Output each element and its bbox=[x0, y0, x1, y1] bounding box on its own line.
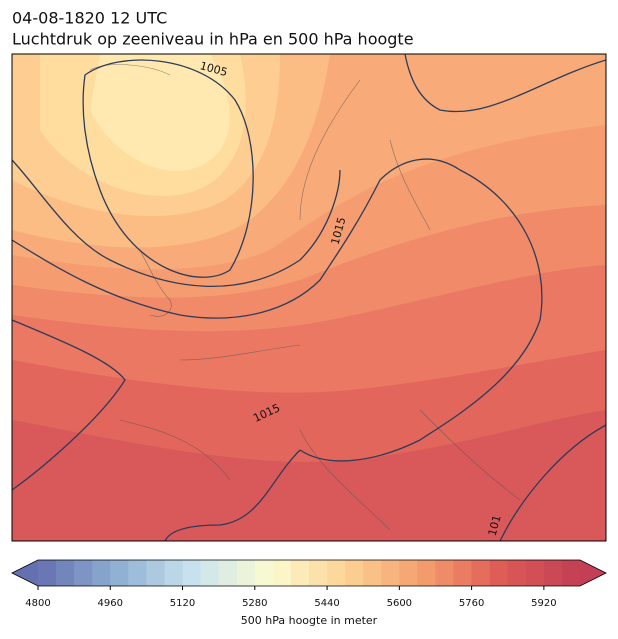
colorbar-segment bbox=[38, 560, 57, 586]
colorbar-segment bbox=[236, 560, 256, 586]
colorbar-segment bbox=[543, 560, 563, 586]
colorbar-tick-label: 5120 bbox=[170, 598, 195, 609]
colorbar-extend-high bbox=[580, 560, 606, 586]
colorbar-segment bbox=[182, 560, 202, 586]
colorbar-segment bbox=[417, 560, 436, 586]
colorbar-segment bbox=[74, 560, 93, 586]
colorbar-segment bbox=[92, 560, 111, 586]
colorbar-extend-low bbox=[12, 560, 38, 586]
colorbar-segment bbox=[128, 560, 147, 586]
colorbar-segment bbox=[399, 560, 418, 586]
colorbar-segment bbox=[471, 560, 491, 586]
colorbar-segment bbox=[272, 560, 292, 586]
colorbar-tick-label: 5600 bbox=[387, 598, 412, 609]
colorbar-tick-label: 5760 bbox=[459, 598, 484, 609]
colorbar-tick-label: 4800 bbox=[25, 598, 50, 609]
colorbar-segment bbox=[309, 560, 328, 586]
colorbar-segment bbox=[525, 560, 545, 586]
colorbar-label: 500 hPa hoogte in meter bbox=[241, 614, 378, 627]
map-frame bbox=[11, 53, 607, 542]
colorbar-segment bbox=[164, 560, 184, 586]
colorbar-segment bbox=[507, 560, 527, 586]
colorbar-segment bbox=[453, 560, 473, 586]
colorbar-segment bbox=[110, 560, 129, 586]
colorbar-segment bbox=[345, 560, 364, 586]
title-line: Luchtdruk op zeeniveau in hPa en 500 hPa… bbox=[12, 30, 414, 49]
colorbar-segment bbox=[200, 560, 220, 586]
colorbar-segment bbox=[254, 560, 274, 586]
colorbar-segment bbox=[146, 560, 165, 586]
colorbar-segment bbox=[218, 560, 238, 586]
colorbar-segment bbox=[327, 560, 346, 586]
colorbar-tick-label: 5920 bbox=[531, 598, 556, 609]
isobar-label: 101 bbox=[486, 514, 504, 538]
colorbar-tick-label: 5280 bbox=[242, 598, 267, 609]
colorbar-segment bbox=[489, 560, 509, 586]
title-line: 04-08-1820 12 UTC bbox=[12, 9, 167, 28]
colorbar-segment bbox=[561, 560, 581, 586]
colorbar-segment bbox=[381, 560, 400, 586]
colorbar-segment bbox=[435, 560, 455, 586]
colorbar-tick-label: 4960 bbox=[98, 598, 123, 609]
colorbar-segment bbox=[290, 560, 310, 586]
map-area bbox=[12, 54, 606, 541]
colorbar-tick-label: 5440 bbox=[314, 598, 339, 609]
colorbar-segment bbox=[56, 560, 75, 586]
colorbar: 4800 4960 5120 5280 5440 5600 5760 5920 bbox=[11, 559, 607, 609]
colorbar-segment bbox=[363, 560, 382, 586]
